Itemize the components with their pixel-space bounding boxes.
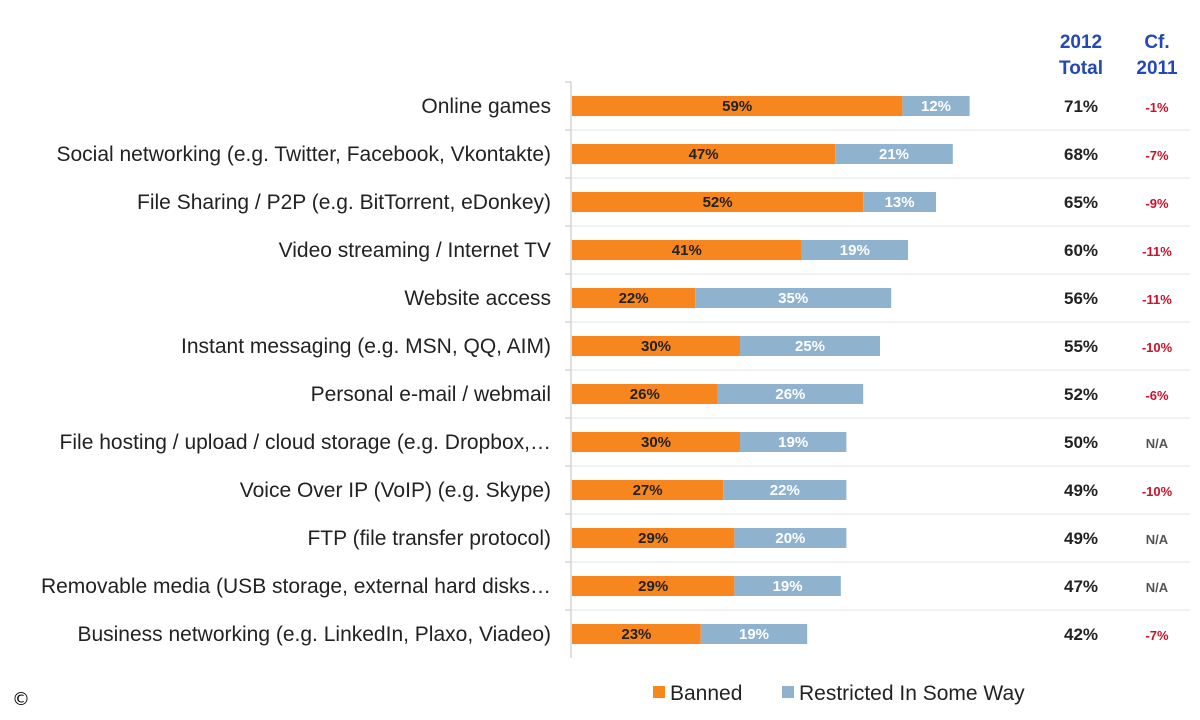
- bar-banned: [572, 240, 802, 260]
- category-label: Instant messaging (e.g. MSN, QQ, AIM): [181, 335, 551, 358]
- bar-restricted: [835, 144, 953, 164]
- total-2012-value: 65%: [1064, 193, 1098, 212]
- bar-restricted: [863, 192, 936, 212]
- copyright-symbol: ©: [12, 689, 30, 710]
- bar-restricted: [734, 528, 847, 548]
- bar-restricted: [717, 384, 864, 404]
- bar-value-label: 20%: [775, 530, 805, 547]
- total-2012-value: 42%: [1064, 625, 1098, 644]
- category-label: Personal e-mail / webmail: [311, 383, 551, 406]
- total-2012-value: 50%: [1064, 433, 1098, 452]
- bar-value-label: 59%: [722, 98, 752, 115]
- plot-area: Online games 59% 12% 71% -1% Social networkin…: [41, 81, 1190, 658]
- bar-value-label: 19%: [773, 578, 803, 595]
- bar-banned: [572, 480, 724, 500]
- category-label: Online games: [421, 95, 551, 118]
- bar-restricted: [902, 96, 970, 116]
- total-2012-value: 49%: [1064, 529, 1098, 548]
- bar-value-label: 26%: [630, 386, 660, 403]
- legend: Banned Restricted In Some Way: [653, 682, 1025, 705]
- bar-restricted: [723, 480, 847, 500]
- bar-value-label: 29%: [638, 530, 668, 547]
- total-2012-value: 68%: [1064, 145, 1098, 164]
- bar-value-label: 12%: [921, 98, 951, 115]
- bar-value-label: 27%: [633, 482, 663, 499]
- bar-banned: [572, 576, 735, 596]
- category-label: Website access: [404, 287, 551, 310]
- change-vs-2011-value: -6%: [1145, 388, 1169, 403]
- category-label: File Sharing / P2P (e.g. BitTorrent, eDo…: [137, 191, 551, 214]
- category-label: Video streaming / Internet TV: [279, 239, 551, 262]
- total-2012-value: 52%: [1064, 385, 1098, 404]
- bar-value-label: 47%: [689, 146, 719, 163]
- total-header-line2: Total: [1059, 58, 1103, 79]
- bar-banned: [572, 336, 740, 356]
- bar-restricted: [801, 240, 908, 260]
- bar-value-label: 41%: [672, 242, 702, 259]
- category-label: Social networking (e.g. Twitter, Faceboo…: [56, 143, 551, 166]
- bar-banned: [572, 96, 903, 116]
- bar-value-label: 29%: [638, 578, 668, 595]
- bar-value-label: 19%: [840, 242, 870, 259]
- change-vs-2011-value: N/A: [1146, 436, 1169, 451]
- category-label: Removable media (USB storage, external h…: [41, 575, 551, 598]
- bar-value-label: 19%: [778, 434, 808, 451]
- column-headers: 2012 Total Cf. 2011: [1059, 32, 1178, 79]
- bar-value-label: 52%: [703, 194, 733, 211]
- bar-value-label: 21%: [879, 146, 909, 163]
- category-label: Voice Over IP (VoIP) (e.g. Skype): [240, 479, 551, 502]
- change-vs-2011-value: N/A: [1146, 532, 1169, 547]
- category-label: Business networking (e.g. LinkedIn, Plax…: [77, 623, 551, 646]
- bar-banned: [572, 288, 696, 308]
- bar-value-label: 13%: [885, 194, 915, 211]
- bar-restricted: [695, 288, 892, 308]
- legend-label-banned: Banned: [670, 682, 742, 705]
- total-2012-value: 49%: [1064, 481, 1098, 500]
- change-vs-2011-value: -7%: [1145, 148, 1169, 163]
- bar-restricted: [740, 336, 880, 356]
- change-vs-2011-value: -11%: [1142, 292, 1172, 307]
- bar-value-label: 23%: [621, 626, 651, 643]
- legend-label-restricted: Restricted In Some Way: [799, 682, 1025, 705]
- legend-swatch-banned: [653, 686, 665, 698]
- category-label: File hosting / upload / cloud storage (e…: [60, 431, 551, 454]
- change-vs-2011-value: -1%: [1145, 100, 1169, 115]
- bar-banned: [572, 432, 740, 452]
- bar-value-label: 30%: [641, 338, 671, 355]
- bar-restricted: [740, 432, 847, 452]
- change-vs-2011-value: -11%: [1142, 244, 1172, 259]
- bar-restricted: [700, 624, 808, 644]
- total-2012-value: 56%: [1064, 289, 1098, 308]
- change-vs-2011-value: N/A: [1146, 580, 1169, 595]
- bar-banned: [572, 384, 718, 404]
- total-2012-value: 47%: [1064, 577, 1098, 596]
- total-header-line1: 2012: [1060, 32, 1102, 53]
- change-vs-2011-value: -10%: [1142, 484, 1173, 499]
- change-vs-2011-value: -10%: [1142, 340, 1173, 355]
- cf-header-line1: Cf.: [1144, 32, 1169, 53]
- bar-banned: [572, 528, 735, 548]
- bar-restricted: [734, 576, 841, 596]
- legend-swatch-restricted: [782, 686, 794, 698]
- bar-value-label: 26%: [775, 386, 805, 403]
- total-2012-value: 60%: [1064, 241, 1098, 260]
- bar-banned: [572, 192, 864, 212]
- cf-header-line2: 2011: [1136, 58, 1178, 79]
- bar-value-label: 22%: [770, 482, 800, 499]
- change-vs-2011-value: -7%: [1145, 628, 1169, 643]
- bar-value-label: 35%: [778, 290, 808, 307]
- bar-value-label: 25%: [795, 338, 825, 355]
- bar-banned: [572, 624, 701, 644]
- bar-banned: [572, 144, 836, 164]
- change-vs-2011-value: -9%: [1145, 196, 1169, 211]
- bar-value-label: 30%: [641, 434, 671, 451]
- category-label: FTP (file transfer protocol): [307, 527, 551, 550]
- bar-value-label: 19%: [739, 626, 769, 643]
- total-2012-value: 71%: [1064, 97, 1098, 116]
- bar-value-label: 22%: [619, 290, 649, 307]
- total-2012-value: 55%: [1064, 337, 1098, 356]
